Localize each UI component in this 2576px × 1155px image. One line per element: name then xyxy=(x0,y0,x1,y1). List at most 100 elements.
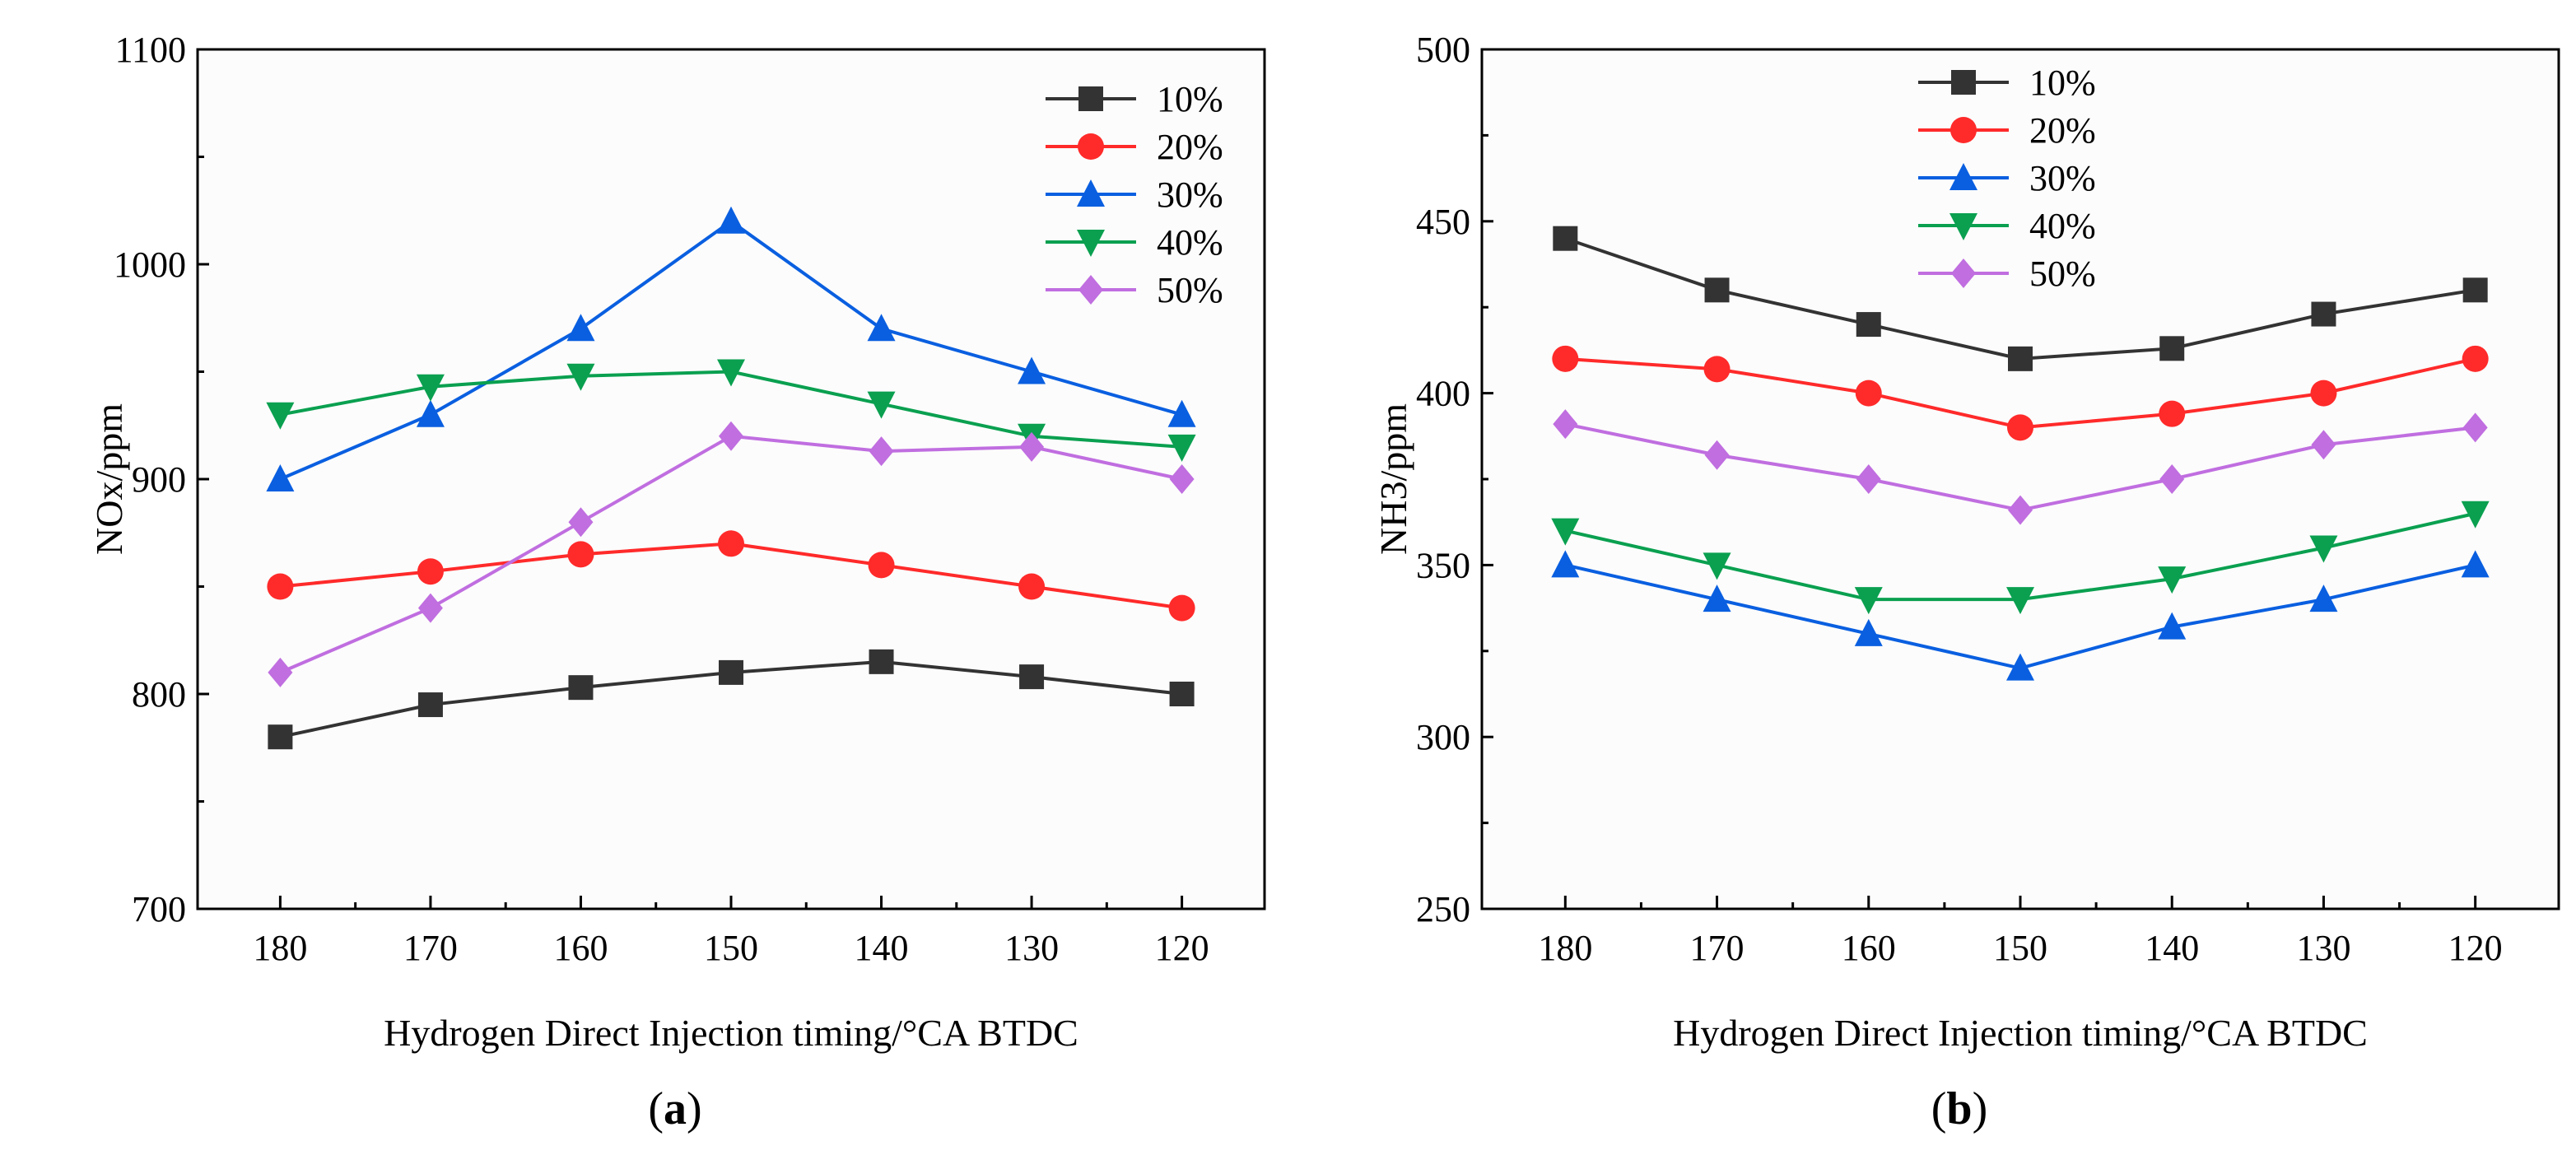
marker-triangle-down xyxy=(717,359,745,387)
plot-area xyxy=(1480,48,2560,910)
marker-square xyxy=(1553,226,1578,251)
y-tick-label: 400 xyxy=(1416,374,1470,414)
caption-paren: ) xyxy=(1973,1083,1988,1134)
marker-triangle-up xyxy=(2461,550,2490,578)
marker-circle xyxy=(1168,594,1195,622)
marker-square xyxy=(1078,86,1103,111)
caption-paren: ( xyxy=(1931,1083,1947,1134)
x-tick-label: 130 xyxy=(2296,928,2350,968)
marker-square xyxy=(2159,336,2185,361)
marker-triangle-down xyxy=(1551,518,1580,546)
caption-paren: ) xyxy=(687,1083,702,1134)
marker-triangle-down xyxy=(266,402,295,430)
marker-triangle-down xyxy=(2461,501,2490,529)
y-axis-title: NH3/ppm xyxy=(1372,403,1414,555)
marker-triangle-up xyxy=(1018,356,1046,384)
marker-circle xyxy=(1855,380,1882,407)
marker-square xyxy=(1019,664,1045,690)
x-tick-label: 160 xyxy=(1842,928,1896,968)
marker-triangle-down xyxy=(2309,535,2338,563)
marker-circle xyxy=(1078,133,1104,160)
marker-triangle-up xyxy=(1854,618,1883,646)
marker-triangle-down xyxy=(1077,230,1105,257)
series-20pct xyxy=(1552,345,2489,441)
x-axis-title: Hydrogen Direct Injection timing/°CA BTD… xyxy=(384,1012,1078,1054)
series-50pct xyxy=(1553,409,2488,525)
y-tick-label: 300 xyxy=(1416,717,1470,757)
marker-diamond xyxy=(417,593,443,623)
marker-square xyxy=(1169,682,1195,706)
legend-label: 10% xyxy=(1157,79,1223,119)
marker-square xyxy=(568,675,594,701)
x-tick-label: 150 xyxy=(1993,928,2047,968)
marker-triangle-up xyxy=(416,399,445,427)
marker-square xyxy=(1704,277,1730,303)
marker-triangle-down xyxy=(2158,566,2187,594)
legend-item: 10% xyxy=(1046,79,1223,119)
marker-diamond xyxy=(1704,440,1730,470)
marker-diamond xyxy=(568,507,594,538)
caption-letter: a xyxy=(664,1083,687,1134)
series-20pct xyxy=(267,530,1195,622)
marker-circle xyxy=(1018,573,1046,600)
marker-circle xyxy=(2159,400,2186,427)
marker-diamond xyxy=(719,421,743,451)
marker-square xyxy=(2462,277,2488,303)
marker-diamond xyxy=(2311,430,2336,460)
marker-triangle-down xyxy=(1703,552,1731,580)
marker-square xyxy=(1856,312,1881,338)
series-30pct xyxy=(266,206,1196,491)
series-40pct xyxy=(1551,501,2490,615)
marker-diamond xyxy=(2008,495,2033,525)
y-tick-label: 450 xyxy=(1416,202,1470,242)
marker-triangle-down xyxy=(1949,213,1977,240)
x-tick-label: 120 xyxy=(2448,928,2503,968)
marker-diamond xyxy=(1019,431,1045,462)
x-tick-label: 180 xyxy=(1538,928,1592,968)
marker-diamond xyxy=(1078,275,1103,305)
panel-caption: (a) xyxy=(648,1083,701,1134)
x-tick-label: 150 xyxy=(704,928,758,968)
legend-item: 40% xyxy=(1046,222,1223,263)
chart-panel-b: 250 300 350 400 450 500 180 170 160 150 140 130 120 H… xyxy=(1372,30,2560,1134)
series-30pct xyxy=(1551,550,2490,681)
x-tick-label: 180 xyxy=(253,928,307,968)
marker-diamond xyxy=(268,657,293,687)
legend-item: 20% xyxy=(1918,110,2096,151)
marker-triangle-up xyxy=(566,314,595,342)
marker-circle xyxy=(417,558,444,585)
marker-triangle-up xyxy=(1167,399,1196,427)
x-tick-label: 120 xyxy=(1155,928,1209,968)
marker-triangle-down xyxy=(566,363,595,391)
y-tick-label: 900 xyxy=(132,459,186,500)
y-tick-label: 700 xyxy=(132,889,186,929)
y-tick-label: 800 xyxy=(132,674,186,715)
plot-area xyxy=(196,48,1266,910)
legend-label: 20% xyxy=(2029,110,2096,151)
marker-circle xyxy=(718,530,744,557)
series-50pct xyxy=(268,421,1195,687)
marker-diamond xyxy=(869,436,894,467)
legend-label: 30% xyxy=(1157,175,1223,215)
legend-label: 30% xyxy=(2029,158,2096,198)
marker-diamond xyxy=(1169,464,1195,494)
marker-circle xyxy=(868,552,895,579)
marker-circle xyxy=(2007,414,2033,441)
marker-diamond xyxy=(1951,258,1976,288)
legend-item: 20% xyxy=(1046,127,1223,167)
legend-label: 10% xyxy=(2029,63,2096,103)
y-tick-label: 250 xyxy=(1416,889,1470,929)
legend-item: 30% xyxy=(1918,158,2096,198)
marker-triangle-up xyxy=(266,464,295,491)
marker-triangle-up xyxy=(2309,584,2338,612)
x-tick-label: 160 xyxy=(553,928,608,968)
x-tick-label: 140 xyxy=(2145,928,2199,968)
marker-triangle-up xyxy=(867,314,896,342)
marker-triangle-up xyxy=(1703,584,1731,612)
marker-square xyxy=(719,659,743,685)
x-tick-label: 130 xyxy=(1004,928,1059,968)
x-tick-label: 170 xyxy=(1690,928,1745,968)
marker-circle xyxy=(1703,356,1731,383)
legend-label: 40% xyxy=(1157,222,1223,263)
